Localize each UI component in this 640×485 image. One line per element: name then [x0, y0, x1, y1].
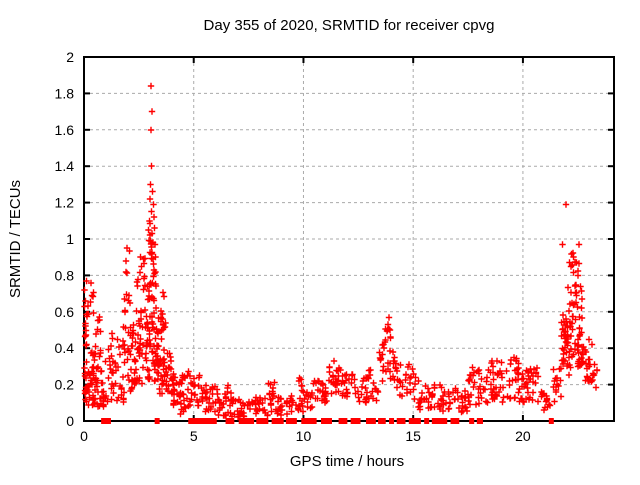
y-tick-label: 1.6 [55, 122, 75, 138]
zero-run-marker [548, 418, 554, 424]
y-tick-label: 1.8 [55, 85, 75, 101]
zero-run-marker [424, 418, 430, 424]
zero-run-marker [338, 418, 348, 424]
data-points [81, 82, 601, 421]
x-tick-label: 10 [296, 428, 312, 444]
zero-run-marker [154, 418, 160, 424]
x-tick-label: 15 [405, 428, 421, 444]
y-axis-label: SRMTID / TECUs [7, 180, 24, 298]
zero-run-marker [285, 418, 297, 424]
zero-run-marker [225, 418, 235, 424]
y-tick-label: 1.2 [55, 195, 75, 211]
y-tick-label: 0.2 [55, 377, 75, 393]
zero-run-marker [389, 418, 395, 424]
gridlines [84, 57, 614, 421]
plot-border [83, 56, 615, 422]
y-tick-label: 1 [66, 231, 74, 247]
zero-value-markers [101, 418, 554, 424]
x-tick-label: 5 [190, 428, 198, 444]
zero-run-marker [366, 418, 376, 424]
x-tick-label: 0 [80, 428, 88, 444]
zero-run-marker [105, 418, 111, 424]
zero-run-marker [256, 418, 269, 424]
zero-run-marker [396, 418, 406, 424]
zero-run-marker [101, 418, 107, 424]
y-tick-label: 0 [66, 413, 74, 429]
tick-labels: 0 5 10 15 20 0 0.2 0.4 0.6 0.8 1 1.2 1.4 1.6 1.8 2 [55, 49, 531, 444]
y-tick-label: 1.4 [55, 158, 75, 174]
zero-run-marker [301, 418, 317, 424]
chart-title: Day 355 of 2020, SRMTID for receiver cpv… [204, 17, 495, 34]
x-axis-label: GPS time / hours [290, 453, 404, 470]
zero-run-marker [469, 418, 475, 424]
y-tick-label: 0.6 [55, 304, 75, 320]
zero-run-marker [431, 418, 448, 424]
zero-run-marker [450, 418, 460, 424]
zero-run-marker [408, 418, 421, 424]
zero-run-marker [378, 418, 386, 424]
y-tick-label: 0.8 [55, 267, 75, 283]
x-tick-label: 20 [515, 428, 531, 444]
y-tick-label: 0.4 [55, 340, 75, 356]
zero-run-marker [238, 418, 255, 424]
zero-run-marker [271, 418, 284, 424]
zero-run-marker [350, 418, 361, 424]
zero-run-marker [321, 418, 332, 424]
y-tick-label: 2 [66, 49, 74, 65]
zero-run-marker [188, 418, 217, 424]
zero-run-marker [476, 418, 483, 424]
